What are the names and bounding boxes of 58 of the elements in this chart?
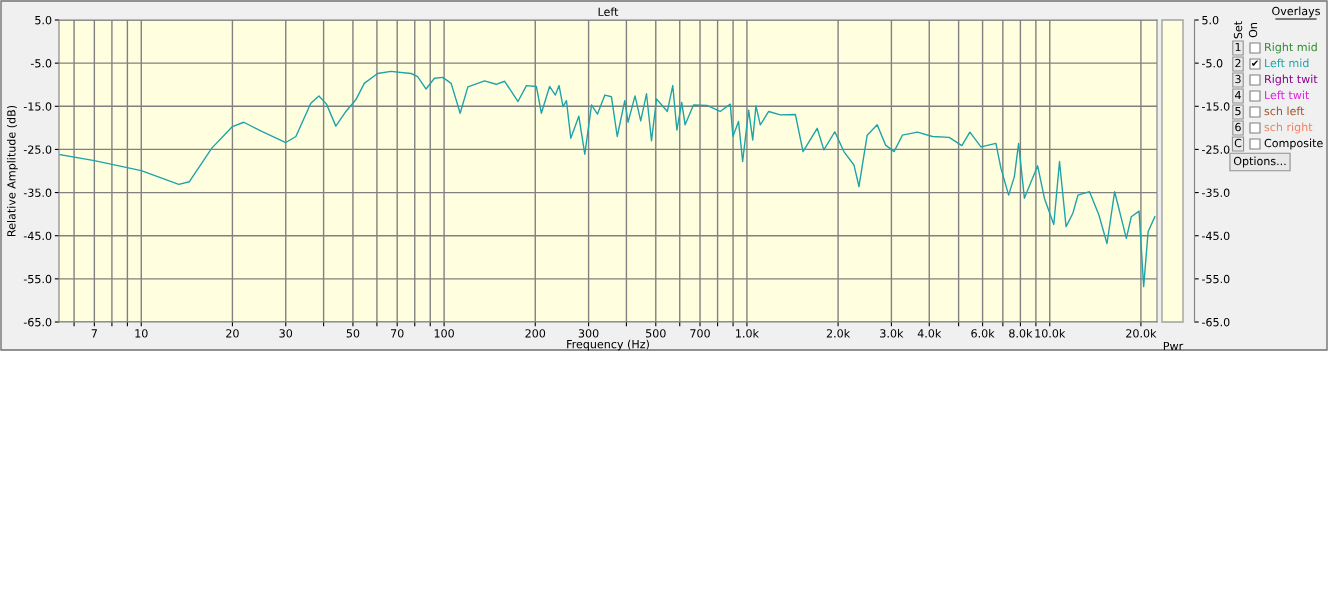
x-tick-label: 70 xyxy=(391,329,404,338)
x-tick-label: 700 xyxy=(690,329,710,338)
x-tick-label: 1.0k xyxy=(736,328,759,338)
x-tick-label: 300 xyxy=(578,329,599,338)
text: Right mid xyxy=(1265,42,1317,54)
x-tick-label: 3.0k xyxy=(880,328,904,338)
text: sch left xyxy=(1264,106,1305,116)
text: 5 xyxy=(1235,106,1241,116)
x-tick-label: 10.0k xyxy=(1035,328,1066,338)
x-tick-label: 30 xyxy=(279,329,293,338)
x-tick-label: 20 xyxy=(226,329,239,338)
text: Options... xyxy=(1233,156,1286,168)
x-tick-label: 50 xyxy=(346,329,360,338)
x-tick-label: 8.0k xyxy=(1009,328,1033,338)
y-tick-label: -55.0 xyxy=(23,274,52,284)
text: C xyxy=(1234,138,1242,148)
y-tick-label: -45.0 xyxy=(23,231,52,241)
y2-tick-label: -15.0 xyxy=(1201,102,1230,111)
text: sch right xyxy=(1264,122,1313,134)
chart-title: Left xyxy=(598,7,619,16)
y-tick-label: -5.0 xyxy=(30,59,52,68)
x-axis-title: Frequency (Hz) xyxy=(567,339,649,351)
y2-tick-label: -5.0 xyxy=(1201,59,1223,68)
x-tick-label: 20.0k xyxy=(1126,328,1157,338)
text: 4 xyxy=(1235,90,1241,100)
text: 2 xyxy=(1235,58,1241,68)
x-tick-label: 6.0k xyxy=(971,328,995,338)
x-tick-label: 4.0k xyxy=(917,328,942,338)
x-tick-label: 200 xyxy=(525,329,546,338)
y-tick-label: 5.0 xyxy=(35,15,52,25)
y-tick-label: -15.0 xyxy=(23,102,52,111)
text: 6 xyxy=(1235,122,1241,132)
y-axis-title: Relative Amplitude (dB) xyxy=(7,105,18,236)
x-tick-label: 10 xyxy=(135,329,148,338)
text: 3 xyxy=(1235,74,1241,84)
x-tick-label: 500 xyxy=(646,329,666,338)
text: Right twit xyxy=(1265,74,1318,86)
y-tick-label: -25.0 xyxy=(23,145,52,154)
y2-tick-label: -55.0 xyxy=(1201,274,1230,284)
text: Left mid xyxy=(1265,58,1309,68)
text: Left twit xyxy=(1265,90,1310,100)
x-tick-label: 7 xyxy=(91,329,97,338)
y2-tick-label: -65.0 xyxy=(1201,317,1230,327)
y2-tick-label: -45.0 xyxy=(1201,231,1230,241)
y2-tick-label: 5.0 xyxy=(1202,15,1219,25)
y-tick-label: -65.0 xyxy=(23,317,52,327)
y2-tick-label: -25.0 xyxy=(1201,145,1230,154)
y2-tick-label: -35.0 xyxy=(1201,188,1230,197)
text: ✔ xyxy=(1252,60,1258,66)
text: On xyxy=(1248,23,1258,38)
text: 1 xyxy=(1235,42,1241,52)
x-tick-label: 2.0k xyxy=(826,328,851,338)
x-tick-label: 100 xyxy=(434,329,454,338)
text: Composite xyxy=(1264,138,1323,150)
y-tick-label: -35.0 xyxy=(23,188,52,197)
text: Pwr xyxy=(1163,341,1184,351)
text: Set xyxy=(1233,21,1243,39)
text: Overlays xyxy=(1272,6,1320,18)
